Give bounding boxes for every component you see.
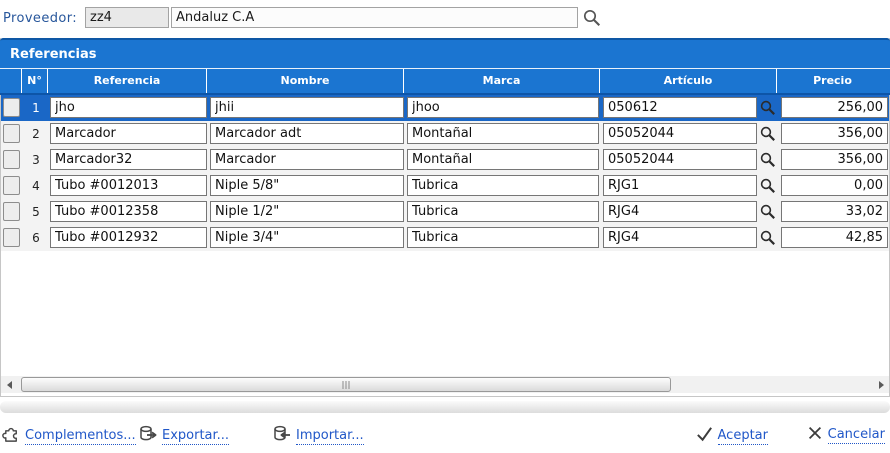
row-selector[interactable] bbox=[3, 124, 20, 143]
table-row[interactable]: 5 bbox=[1, 199, 889, 225]
header-nombre[interactable]: Nombre bbox=[207, 69, 404, 93]
row-number: 3 bbox=[32, 153, 40, 167]
referencia-input[interactable] bbox=[50, 123, 207, 144]
proveedor-code-input[interactable] bbox=[85, 7, 169, 28]
proveedor-name-input[interactable] bbox=[171, 7, 578, 28]
row-selector[interactable] bbox=[3, 176, 20, 195]
scroll-right-button[interactable] bbox=[873, 376, 889, 393]
header-articulo[interactable]: Artículo bbox=[600, 69, 777, 93]
row-number: 6 bbox=[32, 231, 40, 245]
nombre-input[interactable] bbox=[210, 123, 404, 144]
table-row[interactable]: 6 bbox=[1, 225, 889, 251]
referencia-input[interactable] bbox=[50, 227, 207, 248]
articulo-search-icon[interactable] bbox=[759, 151, 777, 169]
row-number: 5 bbox=[32, 205, 40, 219]
table-row[interactable]: 3 bbox=[1, 147, 889, 173]
precio-input[interactable] bbox=[781, 97, 888, 118]
articulo-input[interactable] bbox=[603, 123, 757, 144]
articulo-input[interactable] bbox=[603, 97, 757, 118]
scroll-left-button[interactable] bbox=[1, 376, 17, 393]
row-selector[interactable] bbox=[3, 150, 20, 169]
exportar-label: Exportar... bbox=[162, 428, 230, 445]
complementos-label: Complementos... bbox=[25, 427, 136, 445]
marca-input[interactable] bbox=[407, 201, 599, 222]
nombre-input[interactable] bbox=[210, 227, 404, 248]
referencia-input[interactable] bbox=[50, 175, 207, 196]
articulo-search-icon[interactable] bbox=[759, 203, 777, 221]
table-row[interactable]: 4 bbox=[1, 173, 889, 199]
check-icon bbox=[695, 424, 714, 447]
proveedor-label: Proveedor: bbox=[3, 11, 78, 26]
articulo-input[interactable] bbox=[603, 227, 757, 248]
exportar-button[interactable]: Exportar... bbox=[138, 424, 230, 448]
row-selector[interactable] bbox=[3, 98, 20, 117]
row-number: 2 bbox=[32, 127, 40, 141]
database-import-icon bbox=[272, 424, 292, 448]
table-header-row: N° Referencia Nombre Marca Artículo Prec… bbox=[0, 68, 890, 95]
precio-input[interactable] bbox=[781, 227, 888, 248]
scrollbar-thumb[interactable] bbox=[21, 377, 671, 392]
precio-input[interactable] bbox=[781, 149, 888, 170]
cancelar-button[interactable]: Cancelar bbox=[806, 424, 885, 446]
articulo-input[interactable] bbox=[603, 201, 757, 222]
articulo-input[interactable] bbox=[603, 149, 757, 170]
header-marca[interactable]: Marca bbox=[404, 69, 600, 93]
left-arrow-icon bbox=[6, 381, 12, 389]
row-selector[interactable] bbox=[3, 228, 20, 247]
bottom-toolbar: Complementos... Exportar... bbox=[0, 421, 890, 451]
articulo-search-icon[interactable] bbox=[759, 177, 777, 195]
aceptar-label: Aceptar bbox=[717, 427, 768, 445]
marca-input[interactable] bbox=[407, 97, 599, 118]
row-selector[interactable] bbox=[3, 202, 20, 221]
nombre-input[interactable] bbox=[210, 201, 404, 222]
precio-input[interactable] bbox=[781, 175, 888, 196]
table-row[interactable]: 1 bbox=[1, 95, 889, 121]
articulo-search-icon[interactable] bbox=[759, 229, 777, 247]
referencia-input[interactable] bbox=[50, 149, 207, 170]
marca-input[interactable] bbox=[407, 123, 599, 144]
row-number: 1 bbox=[32, 101, 40, 115]
referencia-input[interactable] bbox=[50, 97, 207, 118]
close-icon bbox=[806, 424, 824, 446]
database-export-icon bbox=[138, 424, 158, 448]
complementos-button[interactable]: Complementos... bbox=[2, 424, 136, 447]
panel-titlebar: Referencias bbox=[0, 38, 890, 68]
marca-input[interactable] bbox=[407, 149, 599, 170]
articulo-input[interactable] bbox=[603, 175, 757, 196]
precio-input[interactable] bbox=[781, 201, 888, 222]
importar-label: Importar... bbox=[296, 428, 364, 445]
articulo-search-icon[interactable] bbox=[759, 125, 777, 143]
separator-bar bbox=[0, 401, 890, 413]
cancelar-label: Cancelar bbox=[827, 427, 885, 444]
header-gutter bbox=[0, 69, 22, 93]
header-precio[interactable]: Precio bbox=[813, 74, 852, 87]
header-referencia[interactable]: Referencia bbox=[48, 69, 207, 93]
scrollbar-grip-icon bbox=[342, 381, 350, 389]
aceptar-button[interactable]: Aceptar bbox=[695, 424, 768, 447]
nombre-input[interactable] bbox=[210, 175, 404, 196]
right-arrow-icon bbox=[878, 381, 884, 389]
horizontal-scrollbar[interactable] bbox=[1, 376, 889, 393]
panel-title: Referencias bbox=[10, 47, 97, 62]
table-body: 1 2 3 bbox=[1, 95, 889, 376]
nombre-input[interactable] bbox=[210, 149, 404, 170]
marca-input[interactable] bbox=[407, 227, 599, 248]
marca-input[interactable] bbox=[407, 175, 599, 196]
proveedor-bar: Proveedor: bbox=[0, 0, 890, 38]
referencias-panel: Referencias N° Referencia Nombre Marca A… bbox=[0, 38, 890, 397]
articulo-search-icon[interactable] bbox=[759, 99, 777, 117]
header-num[interactable]: N° bbox=[22, 69, 48, 93]
precio-input[interactable] bbox=[781, 123, 888, 144]
puzzle-icon bbox=[2, 424, 21, 447]
nombre-input[interactable] bbox=[210, 97, 404, 118]
referencia-input[interactable] bbox=[50, 201, 207, 222]
proveedor-search-icon[interactable] bbox=[582, 8, 602, 28]
row-number: 4 bbox=[32, 179, 40, 193]
importar-button[interactable]: Importar... bbox=[272, 424, 364, 448]
table-row[interactable]: 2 bbox=[1, 121, 889, 147]
